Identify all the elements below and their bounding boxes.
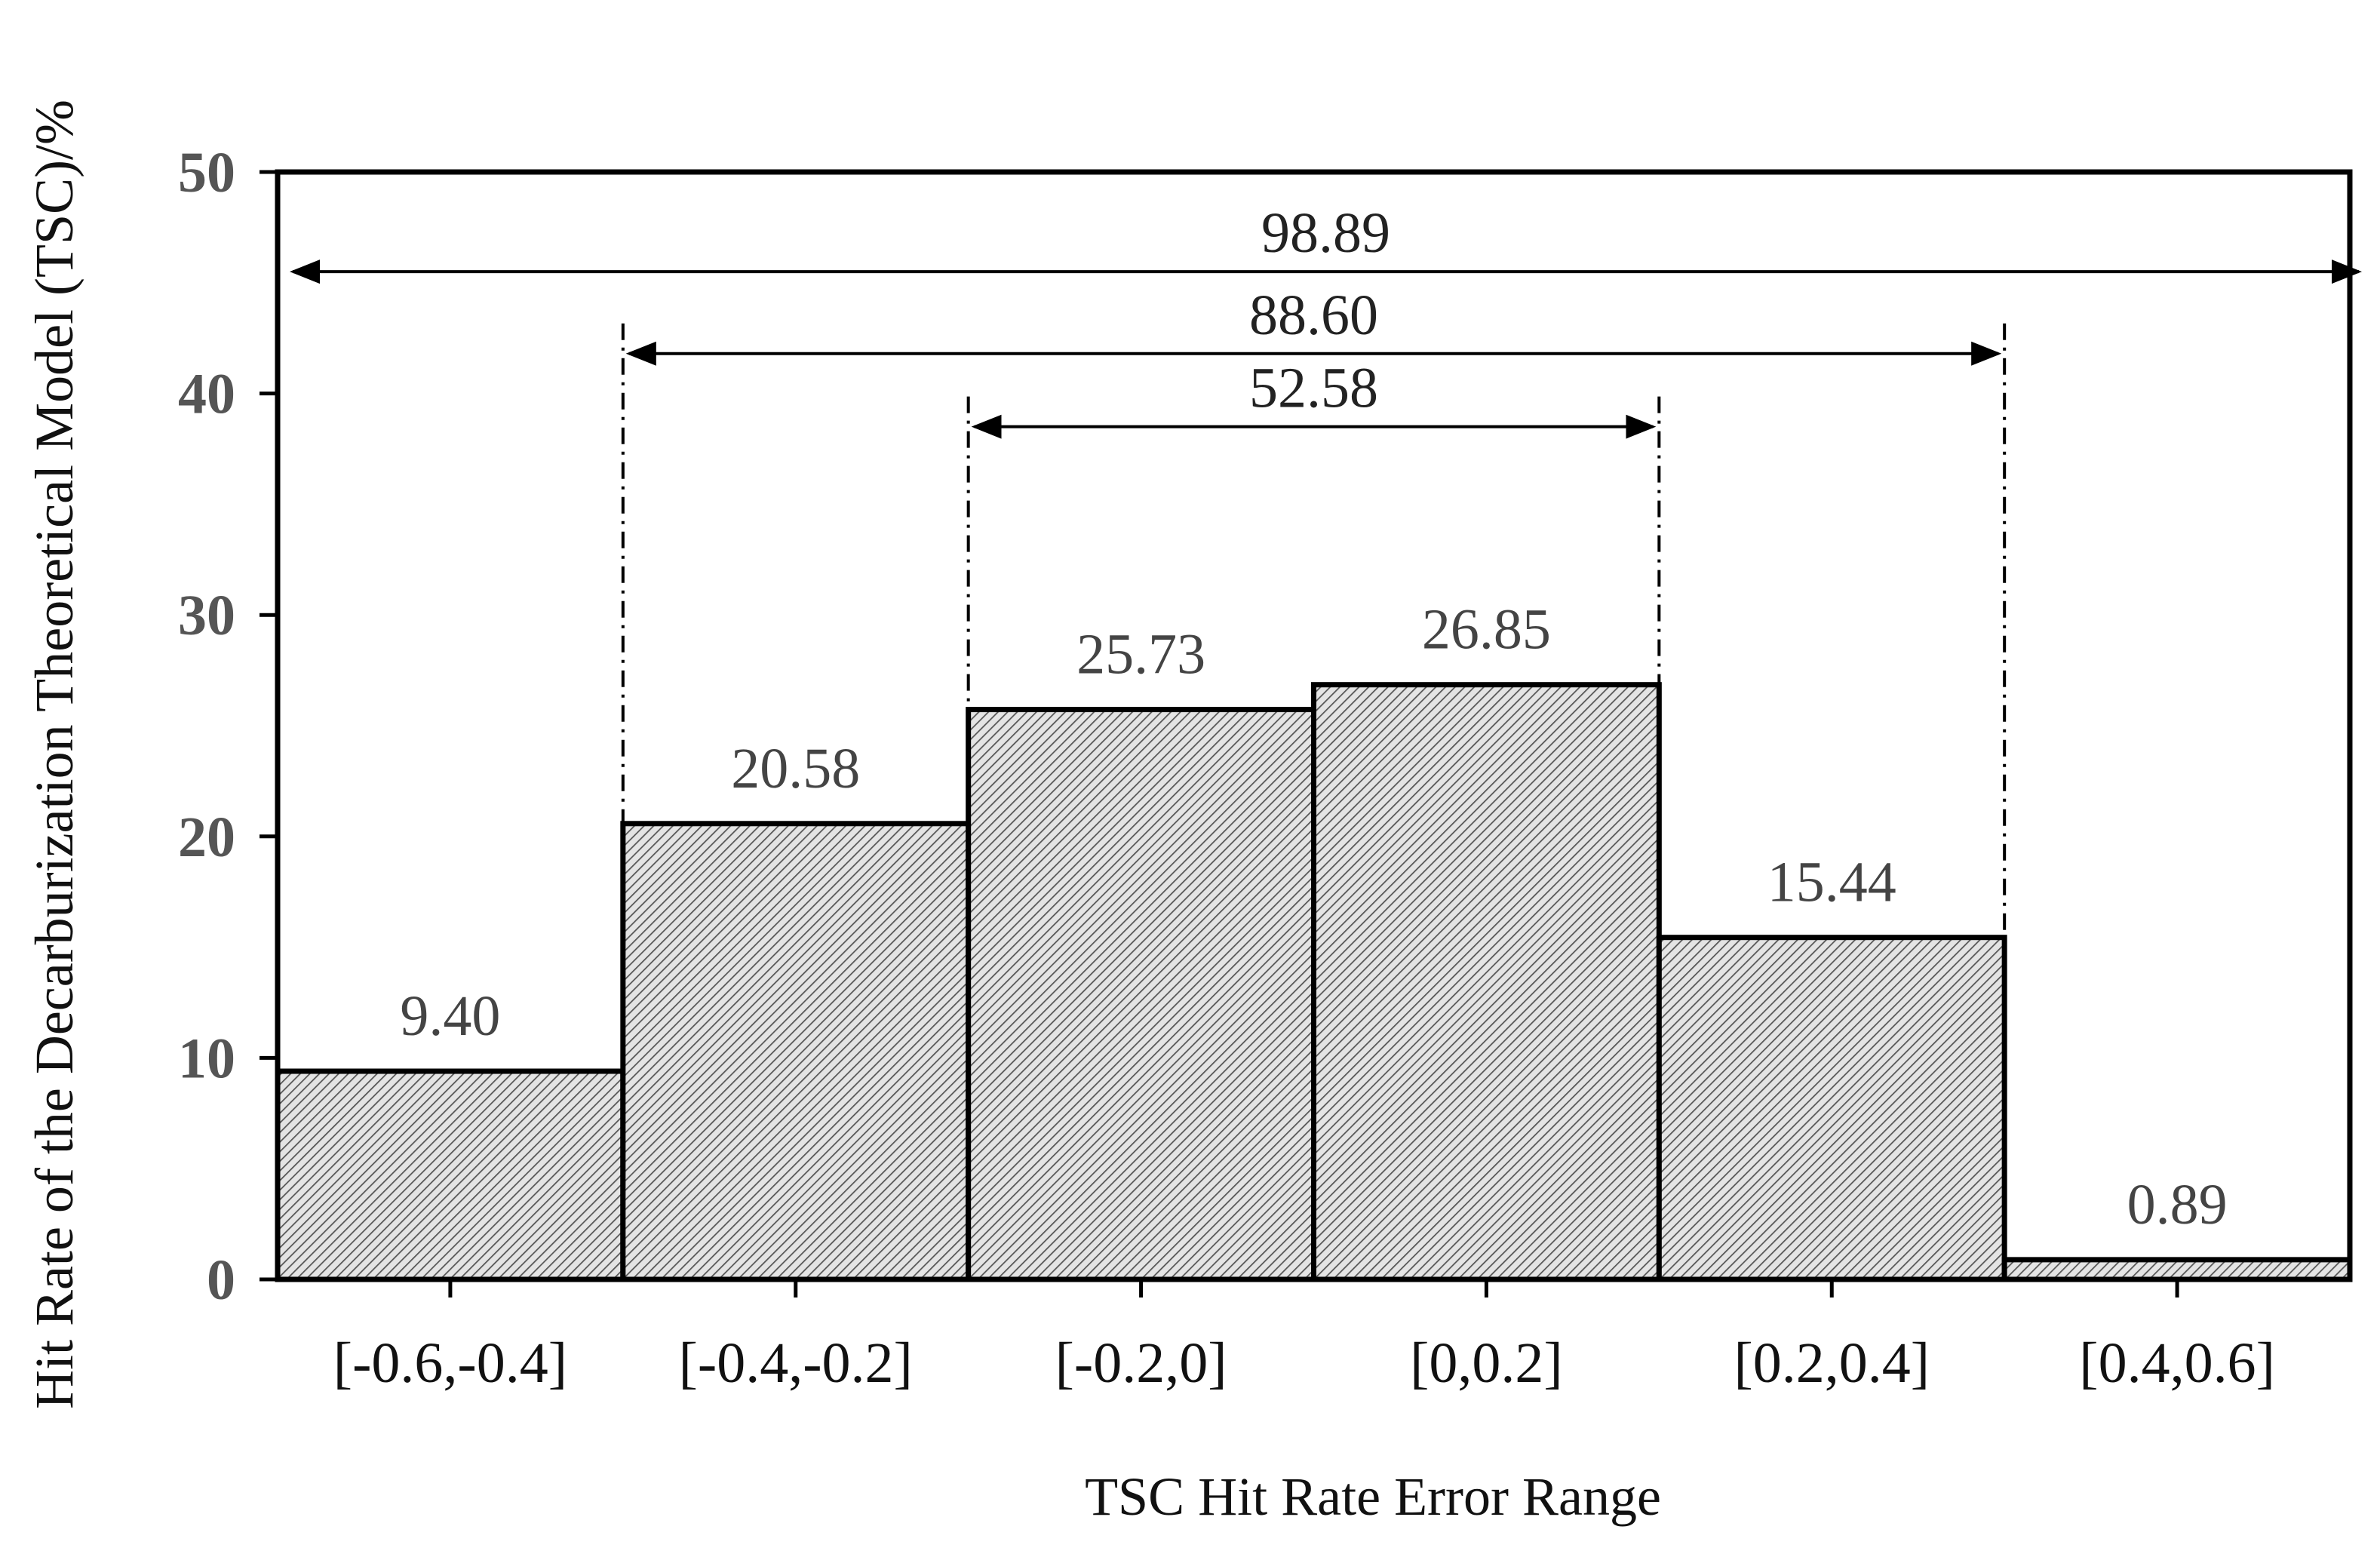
x-tick-label-1: [-0.4,-0.2] xyxy=(679,1331,913,1395)
cumulative-spans-group: 98.89 88.60 52.58 xyxy=(290,201,2362,439)
y-tick-label-5: 50 xyxy=(178,141,235,204)
x-tick-label-5: [0.4,0.6] xyxy=(2079,1331,2275,1395)
bar-value-label-1: 20.58 xyxy=(731,737,860,800)
bar-3 xyxy=(1311,682,1662,1282)
y-tick-label-2: 20 xyxy=(178,806,235,869)
x-tick-label-0: [-0.6,-0.4] xyxy=(333,1331,567,1395)
span-label-1: 88.60 xyxy=(1249,284,1378,347)
y-axis: 0 10 20 30 40 50 xyxy=(178,141,278,1312)
plot-frame xyxy=(275,169,2353,1282)
bar-value-label-3: 26.85 xyxy=(1422,598,1551,662)
bar-4 xyxy=(1656,935,2007,1282)
y-axis-title: Hit Rate of the Decarburization Theoreti… xyxy=(24,100,84,1409)
x-axis: [-0.6,-0.4] [-0.4,-0.2] [-0.2,0] [0,0.2] [0.… xyxy=(333,1279,2275,1395)
bar-value-label-4: 15.44 xyxy=(1767,851,1896,914)
y-tick-label-3: 30 xyxy=(178,584,235,647)
bar-value-label-0: 9.40 xyxy=(400,984,500,1048)
x-tick-label-4: [0.2,0.4] xyxy=(1734,1331,1930,1395)
x-tick-label-3: [0,0.2] xyxy=(1410,1331,1563,1395)
bar-value-label-5: 0.89 xyxy=(2127,1173,2228,1236)
y-tick-label-1: 10 xyxy=(178,1027,235,1090)
bar-2 xyxy=(966,707,1316,1282)
y-tick-label-4: 40 xyxy=(178,363,235,426)
bar-1 xyxy=(620,821,972,1282)
x-tick-label-2: [-0.2,0] xyxy=(1055,1331,1227,1395)
span-guides-group xyxy=(621,323,2007,938)
span-label-2: 52.58 xyxy=(1249,357,1378,420)
bar-5 xyxy=(2001,1257,2353,1282)
bar-value-label-2: 25.73 xyxy=(1076,623,1205,686)
bar-value-labels: 9.40 20.58 25.73 26.85 15.44 0.89 xyxy=(400,598,2227,1236)
bar-0 xyxy=(275,1068,626,1282)
span-label-0: 98.89 xyxy=(1261,201,1390,265)
x-axis-title: TSC Hit Rate Error Range xyxy=(1085,1466,1661,1527)
bars-group xyxy=(275,682,2353,1282)
y-tick-label-0: 0 xyxy=(207,1248,235,1312)
